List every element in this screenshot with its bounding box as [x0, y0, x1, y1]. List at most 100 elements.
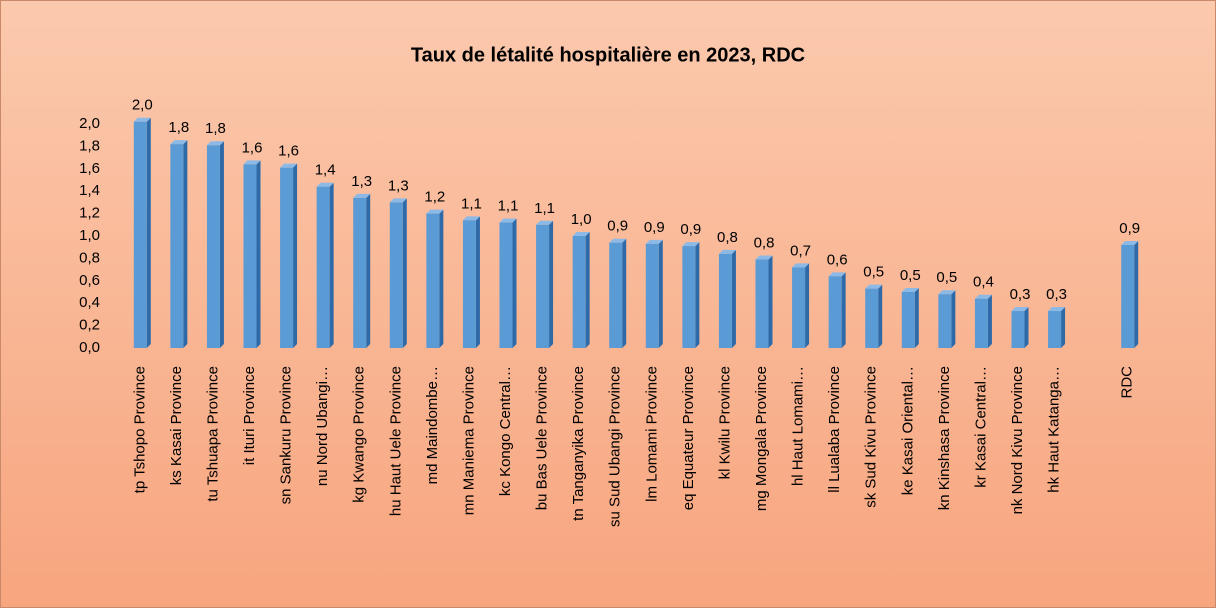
bar-side: [366, 193, 371, 348]
bar: [499, 222, 513, 348]
bar-top: [828, 272, 846, 277]
bar: [1121, 244, 1135, 348]
bar: [572, 236, 586, 348]
bar: [938, 294, 952, 348]
bar-side: [987, 294, 992, 348]
bar-top: [243, 160, 261, 165]
bar-top: [865, 284, 883, 289]
bar-top: [974, 294, 992, 299]
x-tick-label: su Sud Ubangi Province: [607, 366, 624, 527]
x-tick-label: ks Kasai Province: [168, 366, 185, 485]
x-tick-label: eq Equateur Province: [680, 366, 697, 510]
x-tick-label: kg Kwango Province: [351, 366, 368, 503]
bar: [1048, 311, 1062, 348]
x-tick-label: hu Haut Uele Province: [387, 366, 404, 516]
bar-top: [536, 220, 554, 225]
data-label: 0,6: [827, 251, 848, 268]
bar-top: [389, 198, 407, 203]
bar-side: [439, 209, 444, 348]
bar-side: [256, 160, 261, 348]
y-tick-label: 1,4: [79, 182, 100, 199]
bar: [426, 213, 440, 348]
y-tick-label: 1,6: [79, 160, 100, 177]
bar-side: [731, 249, 736, 348]
x-tick-label: it Ituri Province: [241, 366, 258, 465]
bar-side: [512, 218, 517, 348]
data-label: 0,9: [644, 219, 665, 236]
bar: [1011, 311, 1025, 348]
bar-top: [1048, 307, 1066, 312]
bar-top: [1121, 240, 1139, 245]
data-label: 1,4: [315, 162, 336, 179]
data-label: 1,1: [534, 200, 555, 217]
bar-side: [146, 117, 151, 348]
bar-side: [585, 232, 590, 348]
bar-side: [219, 141, 224, 348]
bar-side: [658, 239, 663, 348]
bar: [462, 220, 476, 348]
y-tick-label: 2,0: [79, 115, 100, 132]
bar-top: [426, 209, 444, 214]
x-tick-label: tp Tshopo Province: [131, 366, 148, 493]
bar-side: [841, 272, 846, 348]
y-tick-label: 1,0: [79, 227, 100, 244]
data-label: 2,0: [132, 97, 153, 114]
y-tick-label: 0,2: [79, 317, 100, 334]
x-tick-label: bu Bas Uele Province: [534, 366, 551, 510]
bar: [609, 242, 623, 348]
bar: [901, 292, 915, 348]
bar: [755, 259, 769, 348]
data-label: 0,9: [1119, 220, 1140, 237]
data-label: 0,5: [936, 269, 957, 286]
bar: [280, 167, 294, 348]
data-label: 1,1: [461, 195, 482, 212]
bar-top: [1011, 307, 1029, 312]
data-label: 1,3: [388, 177, 409, 194]
x-tick-label: RDC: [1119, 366, 1136, 399]
bar-side: [622, 238, 627, 348]
bar-side: [768, 255, 773, 348]
bar: [718, 253, 732, 348]
bar-top: [280, 163, 298, 168]
x-tick-label: hl Haut Lomami…: [790, 366, 807, 486]
bar: [792, 267, 806, 348]
x-tick-label: lm Lomami Province: [643, 366, 660, 502]
bar-top: [170, 140, 188, 145]
y-tick-label: 0,6: [79, 272, 100, 289]
bar: [243, 164, 257, 348]
y-tick-label: 0,0: [79, 339, 100, 356]
bar-side: [805, 263, 810, 348]
x-tick-label: mn Maniema Province: [460, 366, 477, 515]
bar-top: [645, 239, 663, 244]
data-label: 0,5: [863, 264, 884, 281]
data-label: 0,8: [717, 229, 738, 246]
x-tick-label: sk Sud Kivu Province: [863, 366, 880, 508]
bar-top: [755, 255, 773, 260]
bar-side: [878, 284, 883, 348]
bar-side: [329, 182, 334, 348]
bar: [828, 276, 842, 348]
y-tick-label: 1,2: [79, 205, 100, 222]
bar-side: [1061, 307, 1066, 348]
x-tick-label: ke Kasai Oriental…: [899, 366, 916, 495]
data-label: 0,4: [973, 274, 994, 291]
data-label: 1,8: [205, 120, 226, 137]
bar-side: [1134, 240, 1139, 348]
bar-top: [609, 238, 627, 243]
bar-side: [1024, 307, 1029, 348]
data-label: 0,5: [900, 267, 921, 284]
bar-top: [499, 218, 517, 223]
x-tick-label: tu Tshuapa Province: [204, 366, 221, 502]
data-label: 1,8: [168, 119, 189, 136]
x-tick-label: hk Haut Katanga…: [1046, 366, 1063, 493]
x-tick-label: kc Kongo Central…: [497, 366, 514, 496]
bar-side: [695, 242, 700, 348]
bar: [353, 197, 367, 348]
data-label: 1,6: [278, 143, 299, 160]
bar-side: [293, 163, 298, 348]
data-label: 0,8: [754, 234, 775, 251]
data-label: 0,9: [607, 218, 628, 235]
y-tick-label: 1,8: [79, 137, 100, 154]
